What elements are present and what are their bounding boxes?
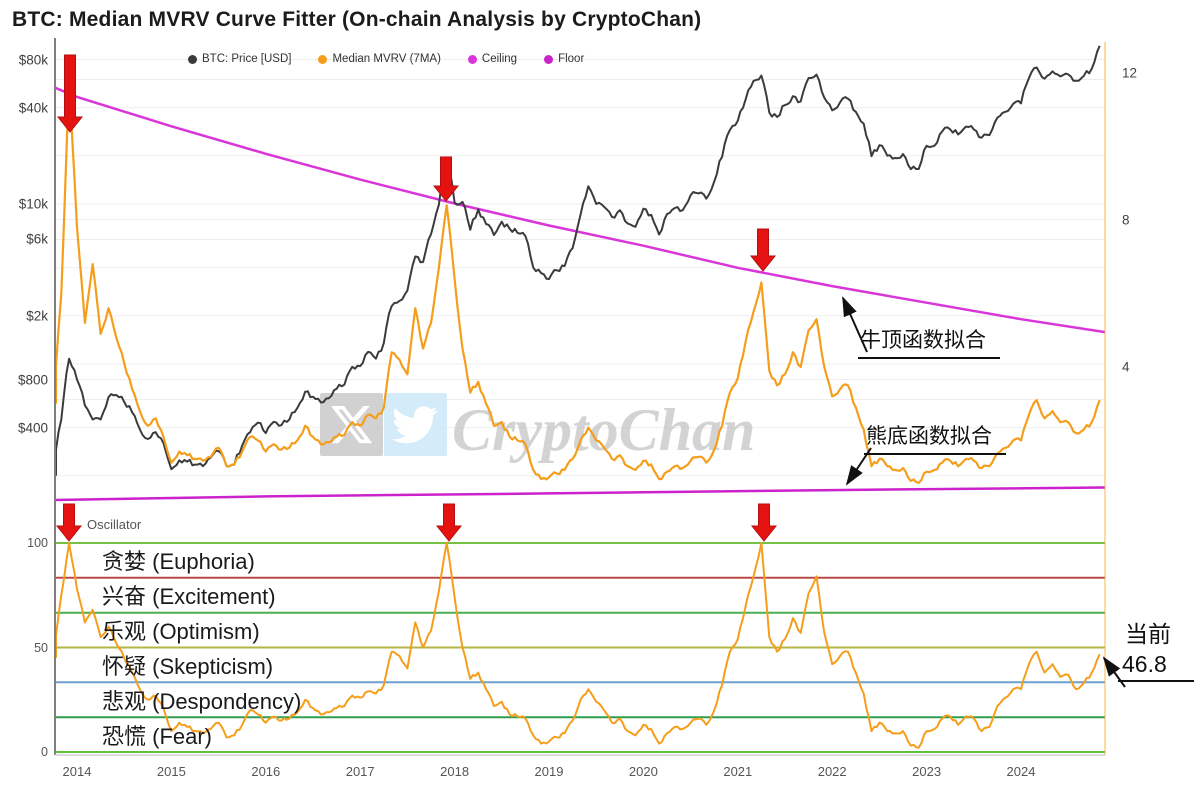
price-tick-label: $80k [18,52,48,67]
year-label: 2014 [62,764,92,779]
legend-item-label: Floor [558,53,585,65]
legend-dot-icon [188,54,197,64]
legend-item-label: Ceiling [481,53,518,65]
mvrv-tick-label: 8 [1122,212,1130,228]
oscillator-band-label: 兴奋 (Excitement) [102,584,276,610]
legend-item: Floor [544,53,584,65]
year-label: 2022 [817,764,847,779]
oscillator-tick-label: 0 [41,745,48,759]
bull-top-annotation: 牛顶函数拟合 [858,324,1000,359]
price-tick-label: $800 [17,372,48,387]
oscillator-band-label: 恐慌 (Fear) [102,723,213,749]
price-tick-label: $10k [18,196,48,212]
watermark-text: CryptoChan [452,397,755,463]
mvrv-tick-label: 4 [1122,359,1130,375]
price-tick-label: $40k [18,100,48,116]
oscillator-tick-label: 50 [34,640,48,655]
peak-marker-arrow [435,503,463,542]
peak-marker-arrow [750,503,778,542]
price-tick-label: $2k [26,308,48,324]
x-logo-icon [331,405,373,444]
median-mvrv-line [54,79,1101,484]
twitter-bird-icon [392,406,438,444]
price-tick-label: $400 [17,420,48,436]
oscillator-band-label: 悲观 (Despondency) [102,688,302,714]
current-label: 当前 [1125,621,1171,647]
peak-marker-arrow [55,503,83,542]
legend-item-label: Median MVRV (7MA) [332,53,441,65]
peak-marker-arrow [56,54,84,133]
legend-item: Ceiling [467,53,518,65]
chart-legend: BTC: Price [USD] Median MVRV (7MA) Ceiling… [188,53,584,65]
oscillator-tick-label: 100 [27,536,48,550]
oscillator-band-label: 贪婪 (Euphoria) [102,549,255,575]
legend-dot-icon [544,54,554,64]
year-label: 2020 [628,764,658,779]
annotation-leader-line [1102,656,1126,688]
year-label: 2024 [1006,764,1036,779]
oscillator-line [55,542,1101,749]
ceiling-line [54,86,1106,334]
oscillator-panel-label: Oscillator [87,517,142,532]
mvrv-tick-label: 12 [1122,65,1138,81]
bear-bottom-annotation-text: 熊底函数拟合 [864,420,1006,455]
oscillator-band-label: 乐观 (Optimism) [102,619,260,645]
year-label: 2019 [534,764,564,779]
legend-dot-icon [318,54,328,64]
year-label: 2023 [912,764,942,779]
year-label: 2021 [723,764,753,779]
year-label: 2018 [440,764,470,779]
year-label: 2016 [251,764,281,779]
annotation-leader-line [842,296,868,353]
chart-title: BTC: Median MVRV Curve Fitter (On-chain … [12,8,702,31]
current-value: 46.8 [1118,649,1194,682]
year-label: 2015 [156,764,186,779]
legend-item-label: BTC: Price [USD] [202,53,292,65]
legend-item: Median MVRV (7MA) [318,53,441,65]
bull-top-annotation-text: 牛顶函数拟合 [858,324,1000,359]
oscillator-band-label: 怀疑 (Skepticism) [102,653,274,679]
peak-marker-arrow [749,228,777,272]
peak-marker-arrow [432,156,460,202]
current-value-annotation: 当前 46.8 [1118,615,1194,682]
bear-bottom-annotation: 熊底函数拟合 [864,420,1006,455]
year-label: 2017 [345,764,375,779]
legend-dot-icon [467,54,477,64]
legend-item: BTC: Price [USD] [188,53,291,65]
floor-line [54,486,1106,502]
price-tick-label: $6k [26,231,48,247]
